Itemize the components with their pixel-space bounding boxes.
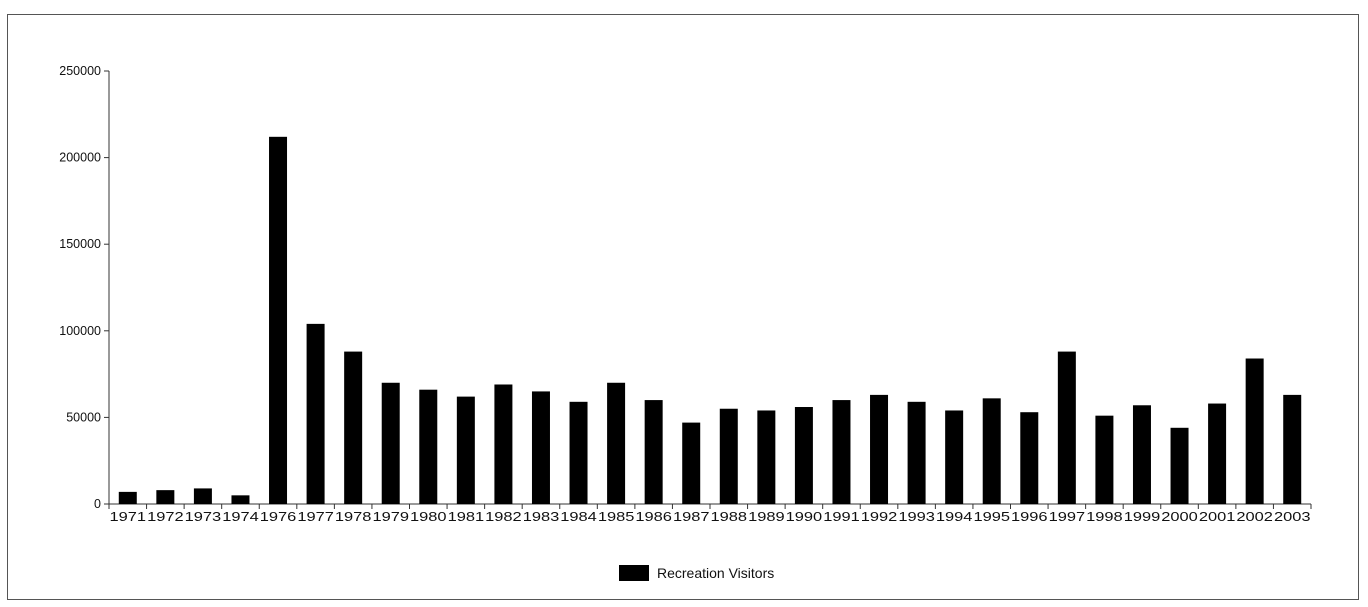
x-tick-label: 1994 (936, 510, 973, 524)
bar-1997 (1057, 351, 1076, 504)
bar-1987 (682, 422, 701, 504)
y-tick-label: 50000 (66, 410, 101, 424)
x-tick-label: 1981 (448, 510, 485, 524)
y-tick-label: 250000 (59, 64, 101, 78)
bar-1984 (569, 401, 588, 504)
bar-2000 (1170, 427, 1189, 504)
legend-label: Recreation Visitors (657, 565, 774, 581)
bar-1990 (794, 407, 813, 504)
bar-1996 (1020, 412, 1039, 504)
legend-swatch (619, 565, 649, 581)
x-tick-label: 2000 (1161, 510, 1198, 524)
x-tick-label: 1989 (748, 510, 785, 524)
bars (118, 136, 1302, 504)
x-tick-label: 1978 (335, 510, 372, 524)
y-axis: 0 50000 100000 150000 200000 250000 (59, 64, 110, 511)
x-tick-label: 1980 (410, 510, 447, 524)
bar-1982 (494, 384, 513, 504)
bar-1981 (456, 396, 475, 504)
bar-1989 (757, 410, 776, 504)
x-tick-label: 1971 (110, 510, 147, 524)
bar-1998 (1095, 415, 1114, 504)
x-tick-label: 1986 (635, 510, 672, 524)
bar-1983 (531, 391, 550, 504)
x-tick-label: 1999 (1124, 510, 1161, 524)
x-tick-label: 1976 (260, 510, 297, 524)
bar-1993 (907, 401, 926, 504)
x-tick-label: 2002 (1236, 510, 1273, 524)
x-tick-label: 1983 (523, 510, 560, 524)
y-tick-label: 150000 (59, 237, 101, 251)
x-tick-label: 1995 (973, 510, 1010, 524)
bar-1978 (344, 351, 363, 504)
x-tick-label: 1991 (823, 510, 860, 524)
bar-1985 (607, 382, 626, 504)
x-tick-label: 1977 (297, 510, 334, 524)
bar-1991 (832, 400, 851, 504)
x-tick-label: 1987 (673, 510, 710, 524)
x-tick-label: 1974 (222, 510, 259, 524)
bar-1995 (982, 398, 1001, 504)
x-tick-label: 2001 (1199, 510, 1236, 524)
x-tick-label: 1988 (711, 510, 748, 524)
y-tick-label: 0 (94, 497, 101, 511)
x-tick-label: 1998 (1086, 510, 1123, 524)
bar-1973 (193, 488, 212, 504)
x-tick-label: 1993 (898, 510, 935, 524)
bar-1976 (269, 136, 288, 504)
bar-1971 (118, 491, 137, 504)
x-axis: 1971 1972 1973 1974 1976 1977 1978 1979 1980 1981… (108, 503, 1312, 524)
x-tick-label: 1973 (185, 510, 222, 524)
bar-2003 (1283, 394, 1302, 504)
bar-2001 (1208, 403, 1227, 504)
x-tick-label: 1979 (372, 510, 409, 524)
y-tick-label: 200000 (59, 151, 101, 165)
x-tick-label: 1997 (1049, 510, 1086, 524)
bar-1972 (156, 490, 175, 504)
bar-1988 (719, 408, 738, 504)
bar-1979 (381, 382, 400, 504)
x-tick-label: 2003 (1274, 510, 1311, 524)
bar-1999 (1132, 405, 1151, 504)
bar-1974 (231, 495, 250, 504)
x-tick-label: 1982 (485, 510, 522, 524)
bar-1977 (306, 323, 325, 504)
bar-2002 (1245, 358, 1264, 504)
bar-1980 (419, 389, 438, 504)
x-tick-label: 1985 (598, 510, 635, 524)
x-tick-label: 1992 (861, 510, 898, 524)
x-tick-label: 1990 (786, 510, 823, 524)
chart-frame: 0 50000 100000 150000 200000 250000 1971 1972 1… (7, 14, 1359, 600)
x-tick-label: 1996 (1011, 510, 1048, 524)
x-tick-label: 1984 (560, 510, 597, 524)
bar-1986 (644, 400, 663, 504)
legend: Recreation Visitors (619, 565, 774, 581)
bar-1994 (945, 410, 964, 504)
x-tick-label: 1972 (147, 510, 184, 524)
bar-1992 (870, 394, 889, 504)
y-tick-label: 100000 (59, 324, 101, 338)
